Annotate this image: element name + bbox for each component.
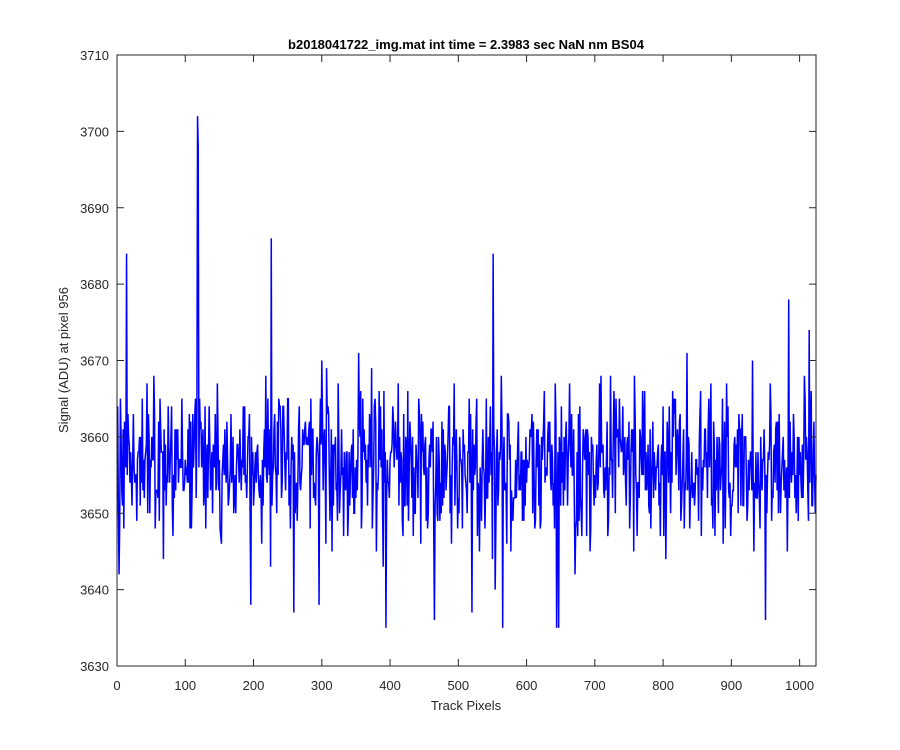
x-tick-label: 1000 [785,678,814,693]
y-tick-label: 3660 [80,430,109,445]
y-axis-label: Signal (ADU) at pixel 956 [56,287,71,433]
y-tick-label: 3710 [80,48,109,63]
x-tick-label: 300 [311,678,333,693]
x-tick-label: 0 [113,678,120,693]
y-tick-label: 3690 [80,201,109,216]
x-tick-label: 500 [447,678,469,693]
y-tick-label: 3700 [80,124,109,139]
y-tick-label: 3680 [80,277,109,292]
y-tick-label: 3650 [80,506,109,521]
y-tick-label: 3630 [80,659,109,674]
x-tick-label: 600 [516,678,538,693]
ticks-layer: 0 100 200 300 400 500 600 700 800 900 1000 3630 3640… [80,48,816,693]
x-tick-label: 400 [379,678,401,693]
y-tick-label: 3670 [80,354,109,369]
chart-title: b2018041722_img.mat int time = 2.3983 se… [288,37,645,52]
plot-background [117,55,816,666]
signal-series-line [116,116,817,628]
x-tick-label: 800 [652,678,674,693]
y-tick-label: 3640 [80,583,109,598]
x-tick-label: 200 [243,678,265,693]
x-tick-label: 900 [721,678,743,693]
series-layer [116,116,817,628]
x-tick-label: 100 [174,678,196,693]
x-tick-label: 700 [584,678,606,693]
x-axis-label: Track Pixels [431,698,502,713]
